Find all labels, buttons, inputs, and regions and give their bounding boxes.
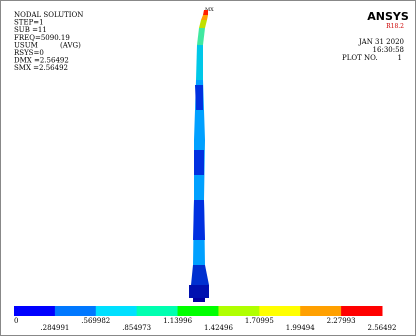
- plot-number: 1: [398, 54, 402, 62]
- legend-label: .284991: [40, 324, 69, 332]
- header-line: (AVG): [60, 41, 81, 49]
- legend-label: 1.13996: [163, 317, 192, 325]
- legend-label: .569982: [81, 317, 110, 325]
- plot-label: PLOT NO.: [342, 54, 378, 62]
- legend-swatch: [341, 306, 382, 316]
- legend-label: 2.27993: [327, 317, 356, 325]
- header-line: SMX =2.56492: [14, 64, 68, 72]
- legend-label: 1.70995: [245, 317, 274, 325]
- legend-swatch: [55, 306, 96, 316]
- legend-label: 1.99494: [286, 324, 315, 332]
- legend-swatch: [137, 306, 178, 316]
- date: JAN 31 2020: [358, 38, 404, 46]
- legend-swatch: [178, 306, 219, 316]
- legend-label: 2.56492: [368, 324, 397, 332]
- legend-swatch: [218, 306, 259, 316]
- time: 16:30:58: [373, 46, 404, 54]
- legend-swatch: [96, 306, 137, 316]
- legend-swatch: [300, 306, 341, 316]
- legend-label: 1.42496: [204, 324, 233, 332]
- ansys-window: NODAL SOLUTIONSTEP=1SUB =11FREQ=5090.19U…: [0, 0, 416, 336]
- logo-version: R18.2: [386, 23, 404, 30]
- legend-label: 0: [14, 317, 18, 325]
- legend-swatch: [14, 306, 55, 316]
- logo: ANSYS: [367, 10, 409, 23]
- legend-label: .854973: [122, 324, 151, 332]
- legend-swatch: [259, 306, 300, 316]
